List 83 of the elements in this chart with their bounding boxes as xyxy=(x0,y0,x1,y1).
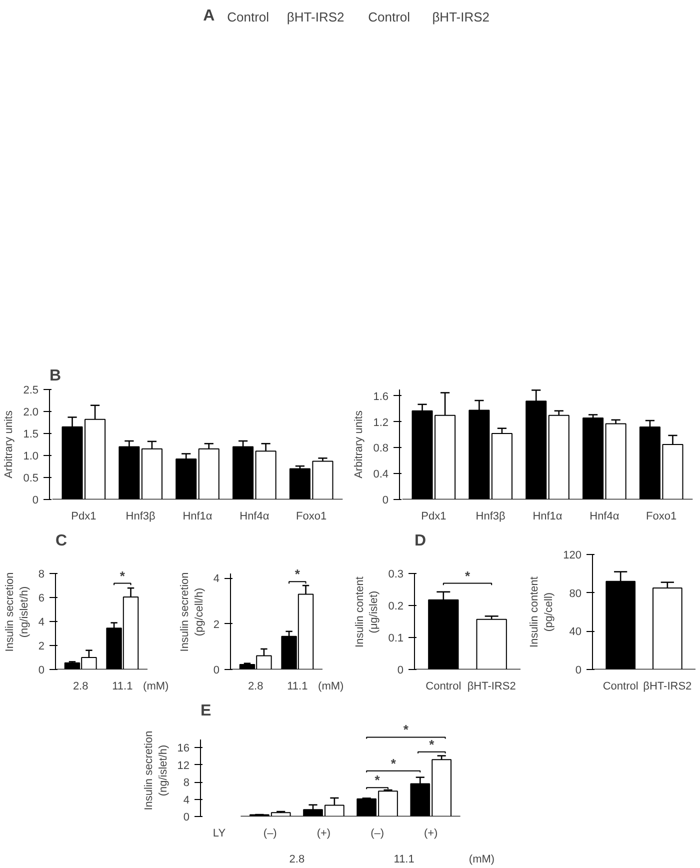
chart-title: E xyxy=(200,702,212,720)
chart-title: C xyxy=(56,532,68,550)
annotation: * xyxy=(429,736,436,752)
text: (mM) xyxy=(468,854,495,866)
x-tick-label: Pdx1 xyxy=(71,510,96,522)
chart-title: B xyxy=(50,368,62,384)
annotation: * xyxy=(294,566,301,582)
annotation: * xyxy=(374,772,381,788)
x-tick-label: Hnf1α xyxy=(182,510,213,522)
y-tick-label: 0 xyxy=(382,494,389,506)
y-tick-label: 0.4 xyxy=(373,468,389,481)
annotation: * xyxy=(120,568,126,584)
y-tick-label: 1.5 xyxy=(23,428,39,440)
y-tick-label: 0.1 xyxy=(388,632,404,645)
y-axis-title: Insulin content (μg/islet) xyxy=(354,576,380,648)
text: * xyxy=(403,722,410,738)
annotation: * xyxy=(464,568,471,584)
x-tick-label: 2.8 xyxy=(72,680,88,692)
y-tick-label: 1.6 xyxy=(373,390,389,403)
y-tick-label: 4 xyxy=(213,573,220,586)
x-tick-label: Hnf3β xyxy=(126,510,156,522)
y-tick-label: 12 xyxy=(177,760,190,772)
x-tick-label: (–) xyxy=(263,828,277,840)
y-tick-label: 80 xyxy=(569,588,582,600)
y-tick-label: 2.5 xyxy=(23,384,39,396)
text: βHT-IRS2 xyxy=(432,10,490,24)
x-tick-label: 2.8 xyxy=(248,680,264,692)
y-tick-label: 2 xyxy=(38,640,45,653)
y-tick-label: 0 xyxy=(38,664,45,676)
x-tick-label: (+) xyxy=(316,828,331,840)
y-tick-label: 1.2 xyxy=(373,416,389,429)
y-tick-label: 16 xyxy=(177,742,190,755)
x-tick-label: Pdx1 xyxy=(421,510,446,522)
annotation: * xyxy=(390,756,397,771)
text: LY xyxy=(212,828,226,840)
y-tick-label: 0.3 xyxy=(388,568,404,581)
y-axis-title: Insulin secretion (ng/islet/h) xyxy=(142,730,170,810)
x-tick-label: Hnf3β xyxy=(476,510,506,522)
x-tick-label: βHT-IRS2 xyxy=(643,680,692,692)
x-tick-label: Control xyxy=(602,680,638,692)
y-tick-label: 2.0 xyxy=(23,406,39,418)
y-tick-label: 6 xyxy=(38,592,45,605)
x-tick-label: 11.1 xyxy=(112,680,133,692)
x-tick-label: 11.1 xyxy=(287,680,308,692)
y-tick-label: 1.0 xyxy=(23,450,39,462)
text: 11.1 xyxy=(394,854,414,866)
y-tick-label: 8 xyxy=(38,568,45,581)
y-tick-label: 8 xyxy=(183,777,190,790)
y-tick-label: 0 xyxy=(397,664,404,676)
y-tick-label: 0.5 xyxy=(23,472,39,484)
text: (mM) xyxy=(143,680,169,692)
text: βHT-IRS2 xyxy=(286,10,344,24)
x-tick-label: Hnf4α xyxy=(590,510,620,522)
x-tick-label: Hnf1α xyxy=(532,510,563,522)
y-tick-label: 0 xyxy=(32,494,39,506)
text: Control xyxy=(227,10,270,24)
x-tick-label: Control xyxy=(426,680,462,692)
x-tick-label: (+) xyxy=(424,828,438,840)
y-tick-label: 0.8 xyxy=(373,442,389,455)
text: Control xyxy=(368,10,410,24)
text: 2.8 xyxy=(289,854,305,866)
y-axis-title: Insulin content (pg/cell) xyxy=(528,576,556,648)
y-tick-label: 4 xyxy=(38,616,45,629)
y-tick-label: 40 xyxy=(569,626,582,638)
y-tick-label: 0 xyxy=(183,812,190,824)
y-tick-label: 2 xyxy=(213,618,220,631)
x-tick-label: Hnf4α xyxy=(240,510,270,522)
y-tick-label: 120 xyxy=(563,550,582,562)
x-tick-label: (–) xyxy=(370,828,384,840)
y-tick-label: 4 xyxy=(183,794,190,806)
y-tick-label: 0.2 xyxy=(388,600,404,613)
text: (mM) xyxy=(318,680,344,692)
text: A xyxy=(203,8,216,24)
x-tick-label: Foxo1 xyxy=(296,510,327,522)
x-tick-label: Foxo1 xyxy=(646,510,677,522)
y-axis-title: Insulin secretion (pg/cell/h) xyxy=(178,572,206,652)
y-axis-title: Arbitrary units xyxy=(353,410,366,478)
y-tick-label: 0 xyxy=(575,664,582,676)
x-tick-label: βHT-IRS2 xyxy=(467,680,516,692)
y-axis-title: Arbitrary units xyxy=(3,410,16,478)
y-axis-title: Insulin secretion (ng/islet/h) xyxy=(4,572,30,652)
chart-title: D xyxy=(414,532,426,550)
y-tick-label: 0 xyxy=(213,664,220,676)
